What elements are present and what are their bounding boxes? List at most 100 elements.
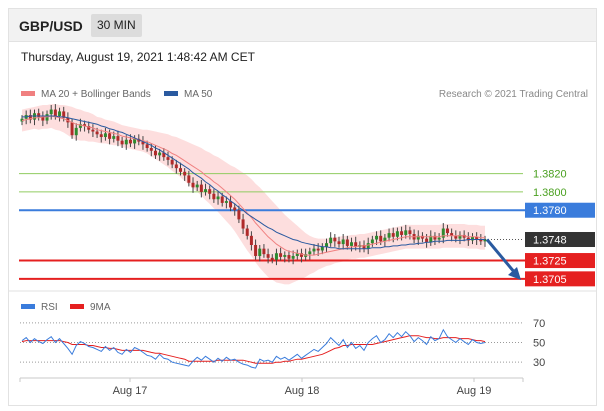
candle-body [287, 255, 291, 259]
candle-body [370, 239, 374, 244]
candle-body [241, 219, 245, 229]
candle-body [149, 148, 153, 151]
candle-body [49, 109, 53, 115]
rsi-line [21, 328, 486, 369]
level-label-1.3725: 1.3725 [533, 256, 567, 268]
candle-body [262, 248, 266, 255]
candle-body [108, 133, 112, 139]
bollinger-band [22, 104, 485, 285]
current-price-label: 1.3748 [533, 235, 567, 247]
candle-body [329, 237, 333, 244]
candle-body [375, 235, 379, 240]
candle-body [354, 242, 358, 247]
candle-body [404, 230, 408, 235]
candle-body [153, 150, 157, 156]
rsi-level-label-50: 50 [533, 338, 545, 350]
legend-9ma-label: 9MA [90, 302, 111, 313]
candle-body [128, 139, 132, 144]
candle-body [483, 239, 487, 242]
candle-body [179, 168, 183, 172]
candle-body [308, 251, 312, 255]
level-tag-1.3725 [525, 253, 595, 269]
candle-body [270, 257, 274, 260]
candle-body [204, 189, 208, 192]
candle-body [341, 239, 345, 245]
level-label-1.3820: 1.3820 [533, 169, 567, 181]
candle-body [425, 238, 429, 243]
candle-body [445, 228, 449, 234]
candle-body [187, 175, 191, 183]
candle-body [53, 109, 57, 116]
rsi-level-label-30: 30 [533, 357, 545, 369]
candle-body [174, 164, 178, 169]
datetime-label: Thursday, August 19, 2021 1:48:42 AM CET [21, 50, 255, 64]
candle-body [58, 111, 62, 116]
candle-body [28, 115, 32, 120]
legend-ma20-label: MA 20 + Bollinger Bands [41, 89, 151, 100]
candle-body [479, 239, 483, 242]
candle-body [87, 126, 91, 130]
candle-body [400, 231, 404, 235]
candle-body [224, 201, 228, 203]
legend-swatch-rsi [21, 304, 35, 309]
x-axis: Aug 17 Aug 18 Aug 19 [19, 378, 524, 397]
candle-body [62, 111, 66, 118]
candle-body [95, 131, 99, 135]
price-panel: 1.3820 1.3800 1.3780 1.3725 1.3705 1.3748 [19, 104, 595, 287]
candle-body [362, 244, 366, 249]
legend-swatch-ma20 [21, 91, 35, 96]
level-label-1.3800: 1.3800 [533, 187, 567, 199]
level-tag-1.3705 [525, 271, 595, 287]
candle-body [454, 235, 458, 239]
candle-body [345, 239, 349, 246]
candle-body [337, 241, 341, 245]
candle-body [254, 244, 258, 256]
candle-body [133, 138, 137, 144]
candle-body [437, 237, 441, 240]
candle-body [458, 234, 462, 239]
candle-body [99, 134, 103, 138]
candle-body [74, 127, 78, 136]
legend-rsi-label: RSI [41, 302, 58, 313]
candle-body [145, 144, 149, 149]
candle-body [124, 139, 128, 145]
x-tick-label: Aug 17 [113, 385, 148, 397]
candle-body [166, 157, 170, 160]
candle-body [333, 237, 337, 242]
candle-body [291, 255, 295, 259]
candle-body [141, 141, 145, 145]
legend-swatch-ma50 [164, 91, 178, 96]
candle-body [429, 235, 433, 243]
candle-body [91, 129, 95, 132]
candle-body [195, 184, 199, 188]
candle-body [191, 182, 195, 188]
candle-body [245, 228, 249, 236]
candle-body [162, 152, 166, 158]
candle-body [366, 243, 370, 249]
candle-body [383, 237, 387, 242]
x-tick-label: Aug 18 [285, 385, 320, 397]
candle-body [416, 235, 420, 240]
candle-body [212, 193, 216, 200]
level-label-1.3780: 1.3780 [533, 205, 567, 217]
candle-body [324, 243, 328, 247]
candle-body [70, 122, 74, 136]
legend-ma50-label: MA 50 [184, 89, 213, 100]
legend-swatch-9ma [70, 304, 84, 309]
candle-body [183, 171, 187, 176]
candle-body [78, 124, 82, 128]
candle-body [470, 236, 474, 241]
candle-body [41, 116, 45, 121]
candle-body [279, 253, 283, 257]
candle-body [283, 255, 287, 257]
symbol-title: GBP/USD [19, 18, 83, 34]
candle-body [237, 210, 241, 220]
x-tick-label: Aug 19 [457, 385, 492, 397]
candle-body [316, 248, 320, 251]
candle-body [120, 140, 124, 145]
rsi-panel: 70 50 30 [20, 318, 545, 369]
candle-body [441, 228, 445, 238]
timeframe-badge[interactable]: 30 MIN [91, 14, 142, 37]
rsi-9ma-line [21, 335, 486, 364]
